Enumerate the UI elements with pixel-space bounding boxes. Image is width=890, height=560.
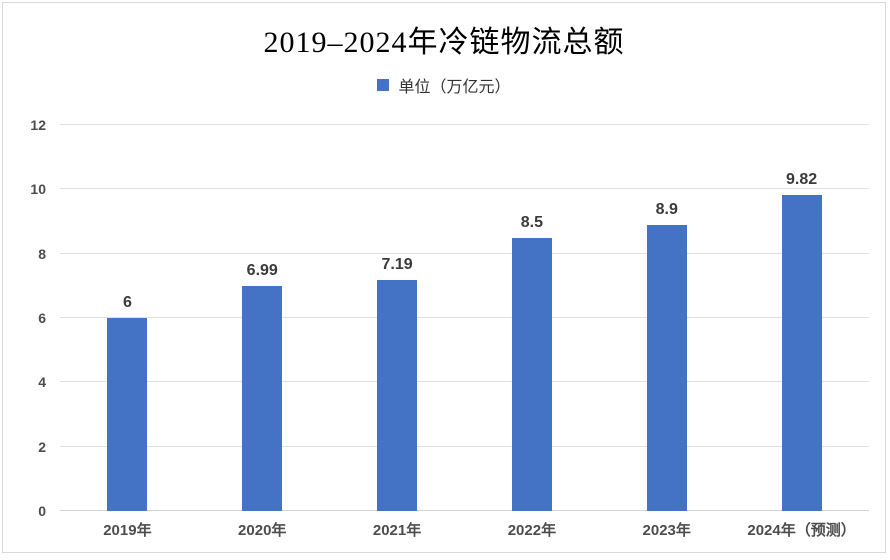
x-tick-label: 2020年 — [238, 522, 287, 539]
x-tick-label: 2024年（预测） — [747, 522, 856, 539]
bar-value-label: 6 — [122, 294, 132, 311]
bar-value-label: 8.5 — [520, 213, 544, 231]
y-tick-label: 8 — [38, 245, 46, 262]
bar-column: 9.82 — [734, 125, 869, 511]
bar-column: 7.19 — [330, 125, 465, 511]
x-tick-label: 2019年 — [103, 522, 152, 539]
x-tick-label: 2021年 — [372, 522, 422, 539]
bar — [511, 237, 552, 511]
gridline — [60, 252, 869, 254]
bar — [781, 195, 822, 511]
gridline — [60, 381, 869, 383]
bar — [646, 224, 687, 511]
bar-value-label: 8.9 — [655, 200, 678, 218]
bar-column: 6.99 — [195, 125, 330, 511]
chart-title: 2019–2024年冷链物流总额 — [263, 26, 625, 59]
x-axis-line — [60, 510, 869, 511]
y-tick-label: 0 — [38, 503, 46, 519]
bar-column: 8.5 — [464, 125, 599, 511]
y-tick-label: 2 — [38, 438, 46, 455]
y-tick-label: 4 — [38, 374, 46, 391]
plot-area: 6 6.99 7.19 8.5 8.9 9.82 — [60, 124, 869, 511]
x-tick-label: 2023年 — [642, 522, 691, 539]
bar — [107, 318, 148, 511]
chart-frame: 2019–2024年冷链物流总额 单位（万亿元） 0 2 4 6 8 10 12 6 6.99… — [2, 2, 886, 553]
bar — [242, 286, 283, 511]
y-tick-label: 6 — [38, 310, 46, 326]
bar-column: 8.9 — [599, 125, 734, 511]
y-tick-label: 12 — [30, 117, 46, 133]
bar-columns: 6 6.99 7.19 8.5 8.9 9.82 — [60, 125, 869, 511]
bar-value-label: 7.19 — [381, 255, 413, 273]
legend-swatch-icon — [377, 79, 390, 91]
bar — [377, 279, 418, 511]
x-tick-label: 2022年 — [507, 522, 557, 539]
bar-value-label: 9.82 — [785, 171, 818, 189]
legend: 单位（万亿元） — [3, 73, 885, 97]
bar-column: 6 — [60, 125, 195, 511]
y-axis: 0 2 4 6 8 10 12 — [3, 118, 46, 518]
gridline — [60, 317, 869, 318]
bar-value-label: 6.99 — [246, 262, 278, 280]
legend-label: 单位（万亿元） — [398, 79, 511, 96]
gridline — [60, 445, 869, 447]
gridline — [60, 188, 869, 190]
gridline — [60, 124, 869, 125]
y-tick-label: 10 — [30, 181, 46, 198]
x-axis: 2019年 2020年 2021年 2022年 2023年 2024年（预测） — [60, 519, 869, 540]
